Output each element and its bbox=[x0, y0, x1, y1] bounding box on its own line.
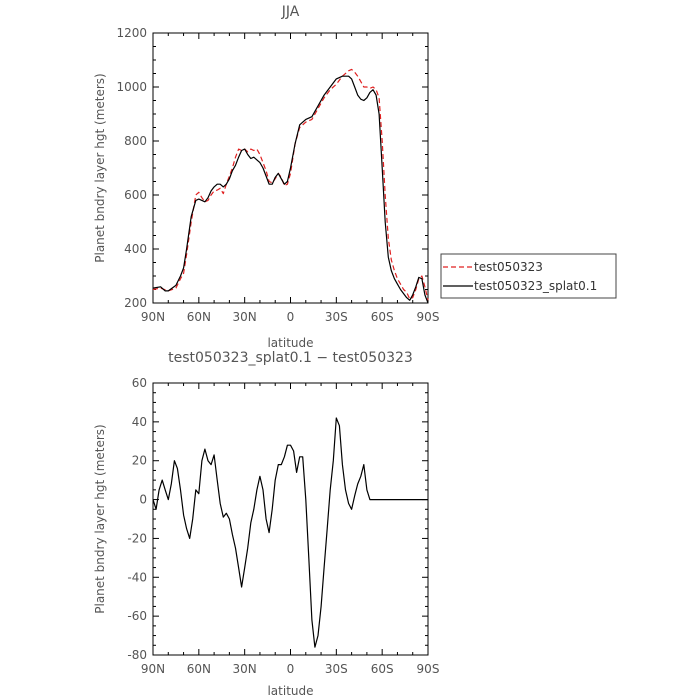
plot-frame bbox=[152, 382, 429, 656]
legend: test050323 test050323_splat0.1 bbox=[440, 253, 617, 299]
y-tick-label: 20 bbox=[132, 454, 147, 468]
y-tick-label: 400 bbox=[124, 242, 147, 256]
x-tick-label: 30N bbox=[233, 310, 257, 324]
chart-title: JJA bbox=[281, 4, 300, 20]
legend-box bbox=[440, 253, 617, 299]
series-line-0 bbox=[152, 417, 428, 648]
series-line-0 bbox=[152, 68, 429, 301]
y-axis-label: Planet bndry layer hgt (meters) bbox=[93, 424, 107, 614]
top-chart: JJA 90N 60N 30N 0 30S 60S 90S 200 400 600 800 1000 12… bbox=[93, 4, 617, 350]
x-tick-label: 90S bbox=[417, 310, 440, 324]
y-tick-label: 60 bbox=[132, 376, 147, 390]
y-tick-label: 40 bbox=[132, 415, 147, 429]
legend-label-0: test050323 bbox=[474, 260, 543, 274]
y-tick-label: 1200 bbox=[116, 26, 147, 40]
x-tick-label: 30S bbox=[325, 662, 348, 676]
x-tick-label: 60S bbox=[371, 310, 394, 324]
y-tick-label: -20 bbox=[127, 531, 147, 545]
x-tick-label: 60N bbox=[187, 310, 211, 324]
y-tick-label: 1000 bbox=[116, 80, 147, 94]
legend-label-1: test050323_splat0.1 bbox=[474, 279, 597, 293]
y-tick-label: 600 bbox=[124, 188, 147, 202]
x-tick-label: 30S bbox=[325, 310, 348, 324]
series-line-1 bbox=[152, 75, 429, 304]
y-tick-label: -60 bbox=[127, 609, 147, 623]
x-tick-label: 90N bbox=[141, 662, 165, 676]
y-axis-label: Planet bndry layer hgt (meters) bbox=[93, 73, 107, 263]
x-tick-label: 0 bbox=[287, 310, 295, 324]
y-tick-label: 800 bbox=[124, 134, 147, 148]
y-tick-label: -80 bbox=[127, 648, 147, 662]
x-axis-label: latitude bbox=[267, 684, 313, 698]
x-tick-label: 60S bbox=[371, 662, 394, 676]
chart-title: test050323_splat0.1 − test050323 bbox=[168, 350, 413, 366]
x-axis-label: latitude bbox=[267, 336, 313, 350]
y-tick-label: 200 bbox=[124, 296, 147, 310]
y-tick-label: -40 bbox=[127, 570, 147, 584]
bottom-chart: test050323_splat0.1 − test050323 90N 60N 30… bbox=[93, 350, 439, 698]
x-tick-label: 0 bbox=[287, 662, 295, 676]
x-tick-label: 90N bbox=[141, 310, 165, 324]
x-tick-label: 60N bbox=[187, 662, 211, 676]
y-tick-label: 0 bbox=[139, 493, 147, 507]
x-tick-label: 30N bbox=[233, 662, 257, 676]
x-tick-label: 90S bbox=[417, 662, 440, 676]
